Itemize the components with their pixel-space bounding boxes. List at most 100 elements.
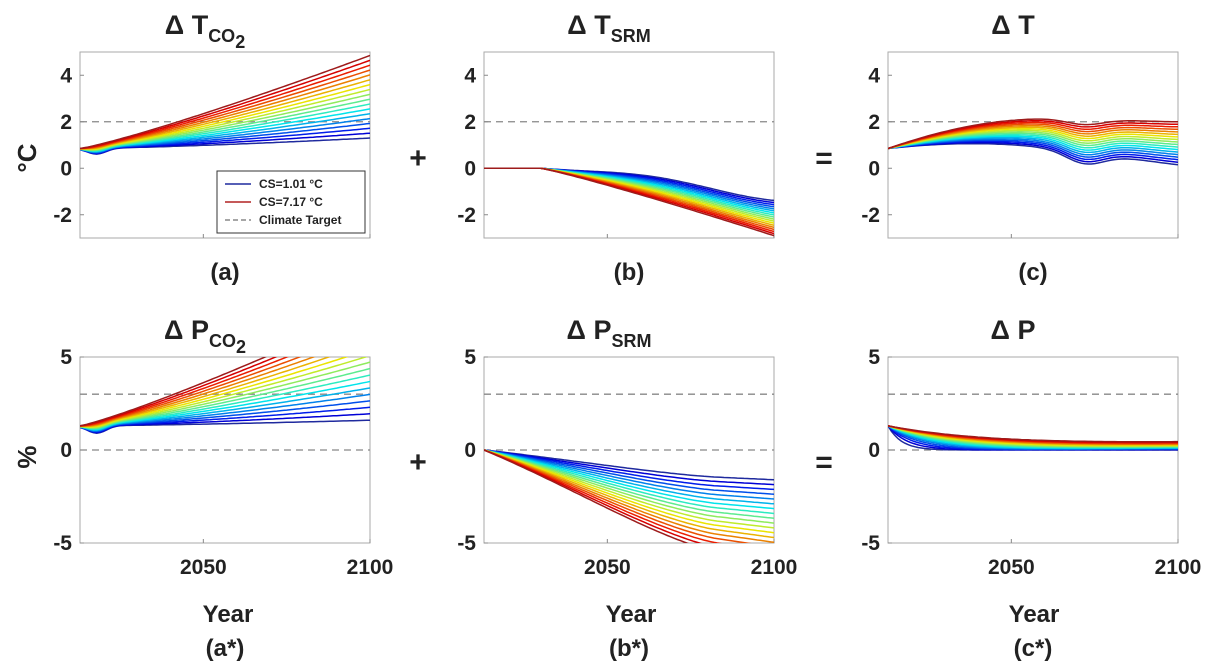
panel-title-c*: Δ P [991, 315, 1036, 345]
ensemble-c [888, 118, 1178, 166]
series-line-a-14 [80, 69, 370, 150]
series-line-a*-11 [80, 357, 349, 428]
panel-a: -2 0 2 4 Δ TCO2 (a) CS=1.01 °C CS=7.17 °C Climat… [53, 10, 371, 286]
panel-label-b: (b) [614, 259, 645, 286]
ensemble-b* [484, 449, 774, 543]
legend-entry-0: CS=1.01 °C [259, 177, 323, 191]
series-line-b*-11 [484, 449, 774, 534]
y-tick-label-a-0: -2 [53, 204, 72, 227]
series-line-c*-17 [888, 425, 1178, 443]
y-tick-label-a-2: 2 [60, 111, 72, 134]
series-line-a-17 [80, 54, 370, 150]
panel-b-star: -5 0 5 2050 2100 Δ PSRM (b*) [457, 315, 797, 662]
series-line-b-17 [484, 167, 774, 237]
y-tick-label-a*-0: -5 [53, 532, 72, 555]
x-axis-label-a-star: Year [203, 601, 254, 628]
series-line-a*-15 [80, 357, 290, 427]
operator-equals-bottom: = [815, 446, 833, 479]
y-tick-label-c-0: -2 [861, 204, 880, 227]
panel-title-a: Δ TCO2 [165, 10, 245, 52]
panel-label-c: (c) [1018, 259, 1047, 286]
y-tick-label-c*-0: -5 [861, 532, 880, 555]
series-line-a-16 [80, 59, 370, 150]
operator-plus-bottom: + [409, 446, 427, 479]
ensemble-b [484, 167, 774, 237]
y-tick-label-b*-1: 0 [464, 439, 476, 462]
x-tick-label-b*-0: 2050 [584, 556, 631, 579]
series-line-a*-9 [80, 361, 370, 429]
y-tick-label-c-3: 4 [868, 64, 880, 87]
series-line-a*-12 [80, 357, 332, 428]
series-line-b*-2 [484, 449, 774, 491]
panel-title-c: Δ T [991, 10, 1035, 40]
panel-c: -2 0 2 4 Δ T (c) [861, 10, 1179, 286]
panel-label-a: (a) [210, 259, 239, 286]
series-line-b*-14 [484, 449, 752, 543]
x-tick-label-b*-1: 2100 [751, 556, 798, 579]
series-line-b*-12 [484, 449, 774, 539]
panel-title-b: Δ TSRM [567, 10, 650, 46]
x-tick-label-c*-0: 2050 [988, 556, 1035, 579]
series-line-a*-7 [80, 374, 370, 430]
y-tick-label-b-1: 0 [464, 157, 476, 180]
series-line-a*-13 [80, 357, 316, 427]
y-tick-label-a*-1: 0 [60, 439, 72, 462]
series-line-b*-3 [484, 449, 774, 495]
x-tick-label-a*-1: 2100 [347, 556, 394, 579]
series-line-a-15 [80, 64, 370, 150]
series-line-a*-14 [80, 357, 302, 427]
x-axis-label-b-star: Year [606, 601, 657, 628]
series-line-b*-1 [484, 449, 774, 486]
series-line-b*-16 [484, 449, 702, 543]
y-tick-label-a-1: 0 [60, 157, 72, 180]
series-line-b*-6 [484, 449, 774, 510]
series-line-b*-4 [484, 449, 774, 500]
x-axis-label-c-star: Year [1009, 601, 1060, 628]
series-line-a-13 [80, 74, 370, 150]
panel-label-b*: (b*) [609, 635, 649, 662]
y-tick-label-c*-2: 5 [868, 346, 880, 369]
x-tick-label-a*-0: 2050 [180, 556, 227, 579]
y-tick-label-b*-2: 5 [464, 346, 476, 369]
ensemble-a [80, 54, 370, 155]
series-line-b*-0 [484, 449, 774, 481]
legend: CS=1.01 °C CS=7.17 °C Climate Target [216, 170, 366, 234]
series-line-c-17 [888, 118, 1178, 150]
y-tick-label-c-1: 0 [868, 157, 880, 180]
series-line-b*-17 [484, 449, 689, 543]
panel-c-star: -5 0 5 2050 2100 Δ P (c*) [861, 315, 1201, 662]
ensemble-c* [888, 425, 1178, 451]
operator-plus-top: + [409, 142, 427, 175]
y-tick-label-b-3: 4 [464, 64, 476, 87]
series-line-a*-10 [80, 357, 369, 428]
panel-a-star: -5 0 5 2050 2100 Δ PCO2 (a*) [53, 315, 394, 662]
y-tick-label-a-3: 4 [60, 64, 72, 87]
operator-equals-top: = [815, 142, 833, 175]
y-tick-label-b*-0: -5 [457, 532, 476, 555]
panel-label-a*: (a*) [206, 635, 245, 662]
y-axis-label-temperature: °C [12, 143, 42, 172]
y-axis-label-precipitation: % [12, 445, 42, 468]
y-tick-label-c*-1: 0 [868, 439, 880, 462]
series-line-b*-5 [484, 449, 774, 505]
panel-title-a*: Δ PCO2 [164, 315, 246, 357]
y-tick-label-b-0: -2 [457, 204, 476, 227]
y-tick-label-b-2: 2 [464, 111, 476, 134]
series-line-a*-16 [80, 357, 278, 427]
series-line-b*-10 [484, 449, 774, 529]
x-tick-label-c*-1: 2100 [1155, 556, 1202, 579]
legend-entry-2: Climate Target [259, 213, 341, 227]
y-tick-label-a*-2: 5 [60, 346, 72, 369]
legend-entry-1: CS=7.17 °C [259, 195, 323, 209]
series-line-b*-7 [484, 449, 774, 515]
series-line-b*-15 [484, 449, 723, 543]
series-line-b*-9 [484, 449, 774, 524]
panel-title-b*: Δ PSRM [567, 315, 652, 351]
series-line-b*-8 [484, 449, 774, 520]
panel-b: -2 0 2 4 Δ TSRM (b) [457, 10, 775, 286]
series-line-b*-13 [484, 449, 774, 543]
panel-label-c*: (c*) [1014, 635, 1053, 662]
y-tick-label-c-2: 2 [868, 111, 880, 134]
ensemble-a* [80, 357, 370, 434]
